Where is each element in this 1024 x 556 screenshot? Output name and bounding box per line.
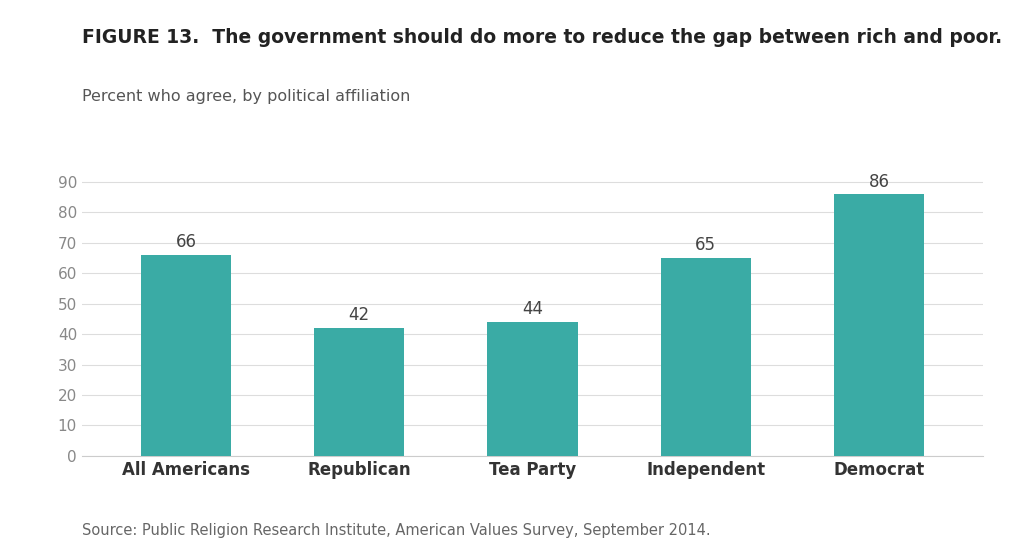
Text: Source: Public Religion Research Institute, American Values Survey, September 20: Source: Public Religion Research Institu… [82,523,711,538]
Text: FIGURE 13.  The government should do more to reduce the gap between rich and poo: FIGURE 13. The government should do more… [82,28,1002,47]
Bar [660,258,751,456]
Text: 65: 65 [695,236,716,255]
Text: 42: 42 [348,306,370,325]
Text: 86: 86 [868,172,890,191]
Bar [834,194,924,456]
Bar [314,328,404,456]
Bar [487,322,578,456]
Bar [141,255,231,456]
Text: 66: 66 [175,234,197,251]
Text: Percent who agree, by political affiliation: Percent who agree, by political affiliat… [82,89,411,104]
Text: 44: 44 [522,300,543,319]
